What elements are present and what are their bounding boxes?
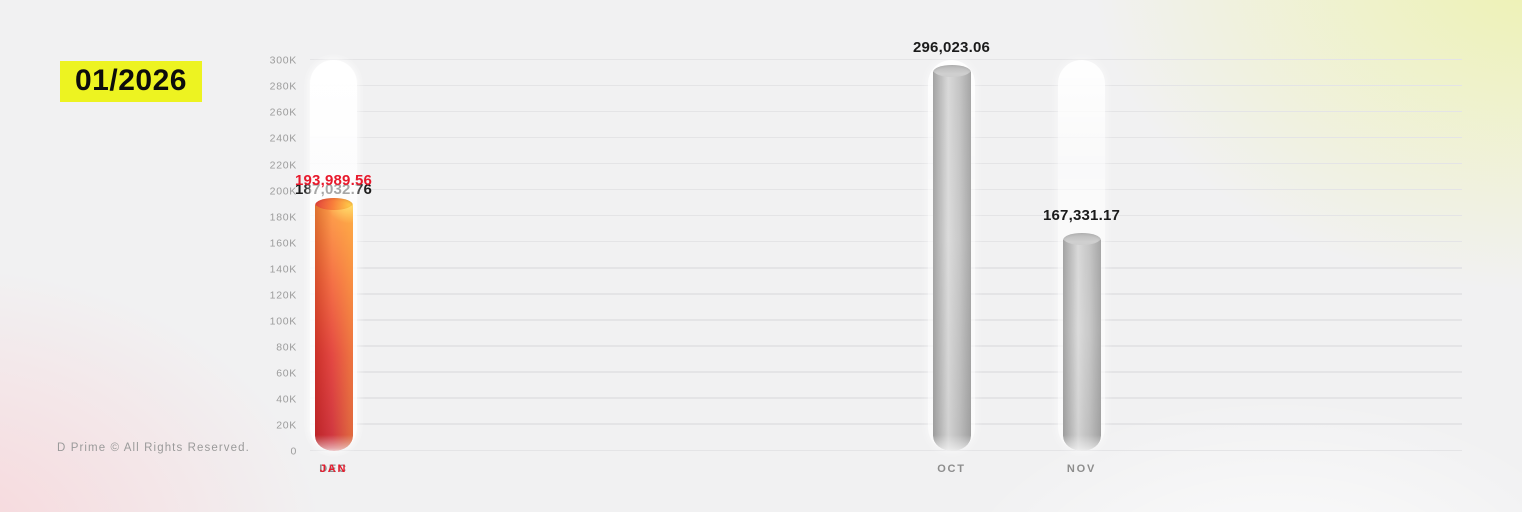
y-tick-label: 0 xyxy=(290,445,297,458)
plot-area: 0 20K 40K 60K 80K 100K 120K 140K 160K 180K 200K 220… xyxy=(270,39,1462,475)
y-tick-label: 120K xyxy=(269,289,297,302)
gridline xyxy=(310,319,1462,321)
gridline xyxy=(310,110,1462,113)
bar-nov[interactable] xyxy=(1062,230,1101,451)
y-tick-label: 180K xyxy=(269,210,297,223)
gridline xyxy=(310,449,1462,451)
y-tick-label: 40K xyxy=(276,393,297,406)
y-tick-label: 20K xyxy=(276,419,297,432)
gridline xyxy=(310,162,1462,165)
bar-value-label-jan: 193,989.56 xyxy=(294,172,373,190)
bar-group-oct: 296,023.06 OCT xyxy=(913,39,990,475)
x-axis-label-dec: DEC xyxy=(319,463,348,475)
y-tick-label: 200K xyxy=(269,184,297,197)
bar-value-label-oct: 296,023.06 xyxy=(912,39,991,57)
y-tick-label: 300K xyxy=(269,54,297,67)
gridline xyxy=(310,58,1462,60)
bar-group-jan: 193,989.56 JAN xyxy=(295,60,372,475)
gridline xyxy=(310,293,1462,295)
y-tick-label: 220K xyxy=(269,158,297,171)
gridline xyxy=(310,136,1462,139)
bar-oct[interactable] xyxy=(932,63,971,451)
bar-value-label-nov: 167,331.17 xyxy=(1042,206,1121,224)
gridline xyxy=(310,267,1462,269)
bar-cap xyxy=(932,63,971,78)
y-tick-label: 100K xyxy=(269,315,297,328)
gridline xyxy=(310,371,1462,373)
y-tick-label: 160K xyxy=(269,236,297,249)
gridline xyxy=(310,423,1462,425)
x-axis-label-nov: NOV xyxy=(1066,463,1097,475)
bar-jan[interactable] xyxy=(314,196,353,451)
gridline xyxy=(310,84,1462,87)
x-axis-label-jan: JAN xyxy=(319,463,348,475)
period-badge: 01/2026 xyxy=(60,61,202,102)
bar-cap xyxy=(1062,230,1101,245)
bar-cap xyxy=(314,196,353,211)
y-tick-label: 140K xyxy=(269,263,297,276)
y-tick-label: 240K xyxy=(269,132,297,145)
y-tick-label: 260K xyxy=(269,106,297,119)
gridline xyxy=(310,188,1462,191)
gridline xyxy=(310,345,1462,347)
gridline xyxy=(310,214,1462,217)
y-tick-label: 80K xyxy=(276,341,297,354)
bar-group-nov: 167,331.17 NOV xyxy=(1043,60,1120,475)
x-axis-label-oct: OCT xyxy=(937,463,966,475)
y-tick-label: 280K xyxy=(269,80,297,93)
y-tick-label: 60K xyxy=(276,367,297,380)
copyright-text: D Prime © All Rights Reserved. xyxy=(57,442,250,454)
gridline xyxy=(310,397,1462,399)
gridline xyxy=(310,240,1462,243)
